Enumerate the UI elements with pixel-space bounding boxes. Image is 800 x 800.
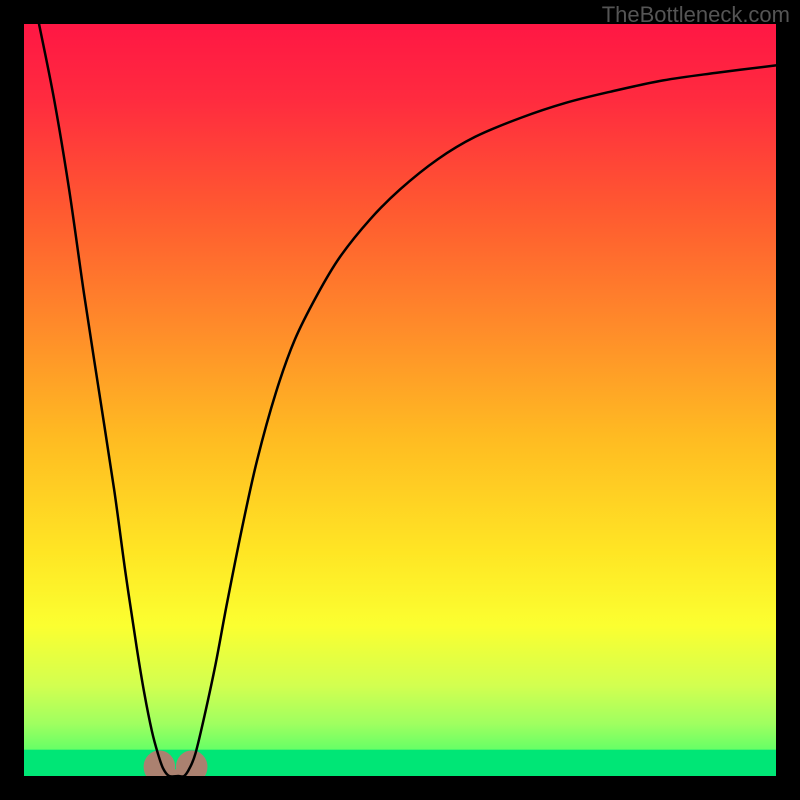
gradient-background xyxy=(24,24,776,776)
plot-svg xyxy=(24,24,776,776)
plot-area xyxy=(24,24,776,776)
attribution-text: TheBottleneck.com xyxy=(602,2,790,28)
green-band xyxy=(24,750,776,776)
chart-container: TheBottleneck.com xyxy=(0,0,800,800)
